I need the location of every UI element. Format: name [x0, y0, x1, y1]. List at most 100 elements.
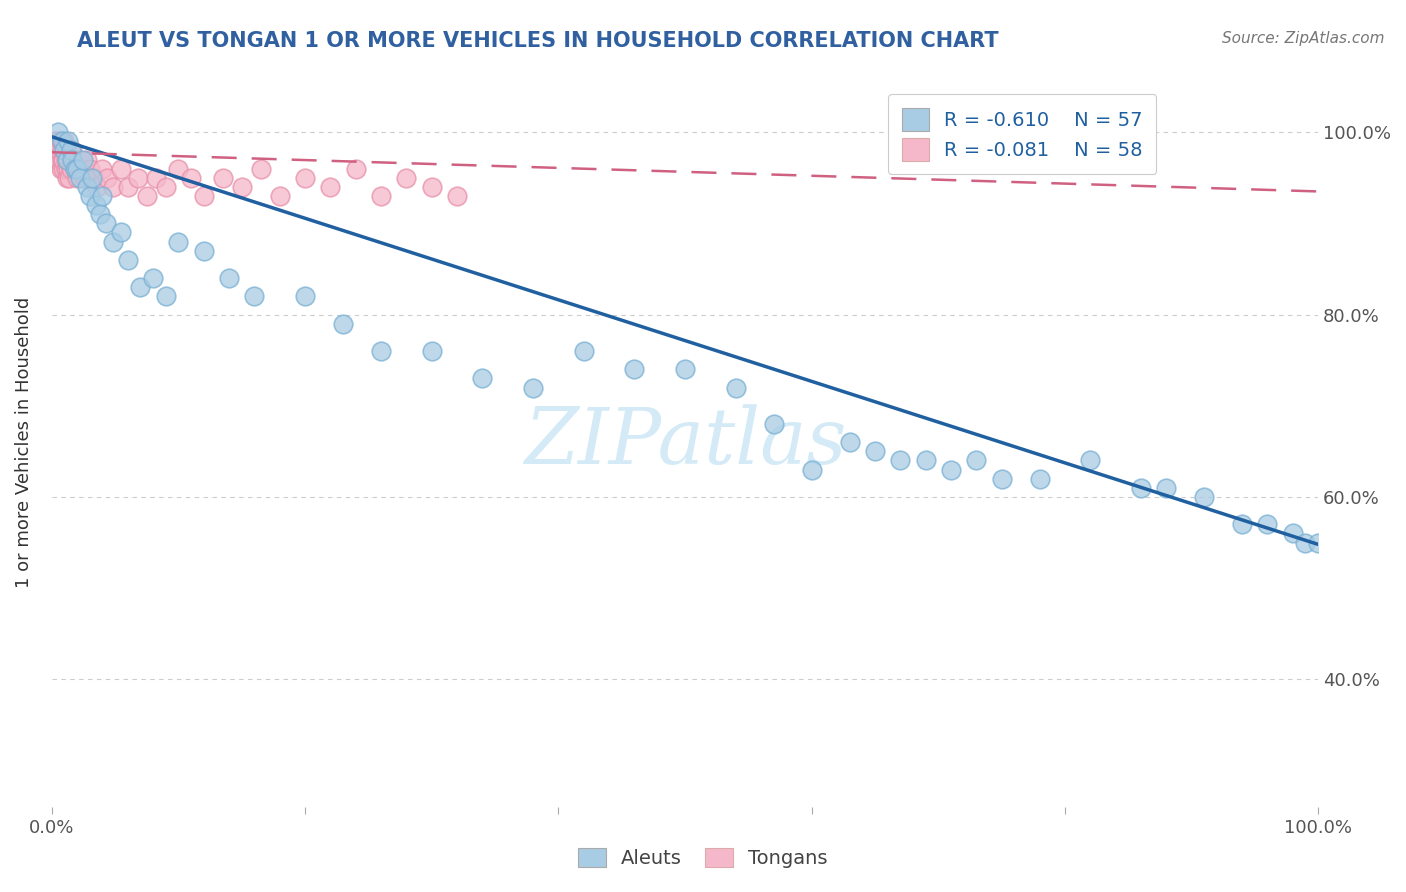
- Text: ALEUT VS TONGAN 1 OR MORE VEHICLES IN HOUSEHOLD CORRELATION CHART: ALEUT VS TONGAN 1 OR MORE VEHICLES IN HO…: [77, 31, 998, 51]
- Point: [58, 161, 80, 176]
- Point: [319, 180, 342, 194]
- Point: [294, 289, 316, 303]
- Point: [420, 344, 443, 359]
- Point: [56, 170, 79, 185]
- Point: [142, 271, 165, 285]
- Point: [193, 189, 215, 203]
- Point: [673, 362, 696, 376]
- Point: [1281, 526, 1303, 541]
- Point: [180, 170, 202, 185]
- Point: [623, 362, 645, 376]
- Point: [48, 144, 70, 158]
- Point: [762, 417, 785, 431]
- Point: [76, 153, 98, 167]
- Point: [60, 153, 83, 167]
- Point: [46, 125, 69, 139]
- Point: [155, 180, 177, 194]
- Point: [800, 462, 823, 476]
- Point: [110, 226, 132, 240]
- Point: [724, 380, 747, 394]
- Point: [76, 180, 98, 194]
- Point: [79, 161, 101, 176]
- Point: [471, 371, 494, 385]
- Point: [60, 144, 83, 158]
- Point: [56, 153, 79, 167]
- Point: [863, 444, 886, 458]
- Point: [211, 170, 233, 185]
- Point: [1154, 481, 1177, 495]
- Point: [82, 170, 104, 185]
- Point: [522, 380, 544, 394]
- Point: [89, 207, 111, 221]
- Point: [55, 153, 77, 167]
- Point: [395, 170, 418, 185]
- Point: [420, 180, 443, 194]
- Point: [96, 170, 118, 185]
- Point: [1192, 490, 1215, 504]
- Point: [332, 317, 354, 331]
- Point: [127, 170, 149, 185]
- Point: [45, 153, 67, 167]
- Point: [58, 134, 80, 148]
- Point: [231, 180, 253, 194]
- Point: [51, 134, 73, 148]
- Point: [46, 134, 69, 148]
- Point: [193, 244, 215, 258]
- Point: [91, 161, 114, 176]
- Point: [990, 472, 1012, 486]
- Point: [52, 153, 75, 167]
- Point: [1308, 535, 1330, 549]
- Point: [66, 161, 89, 176]
- Text: ZIPatlas: ZIPatlas: [524, 404, 846, 481]
- Point: [45, 144, 67, 158]
- Legend: Aleuts, Tongans: Aleuts, Tongans: [568, 838, 838, 878]
- Point: [96, 216, 118, 230]
- Point: [344, 161, 367, 176]
- Point: [1230, 517, 1253, 532]
- Point: [249, 161, 271, 176]
- Point: [110, 161, 132, 176]
- Point: [1256, 517, 1278, 532]
- Point: [572, 344, 595, 359]
- Point: [69, 170, 91, 185]
- Point: [370, 189, 392, 203]
- Point: [48, 153, 70, 167]
- Point: [243, 289, 266, 303]
- Point: [56, 144, 79, 158]
- Point: [63, 161, 86, 176]
- Point: [914, 453, 936, 467]
- Point: [91, 189, 114, 203]
- Point: [62, 153, 84, 167]
- Point: [155, 289, 177, 303]
- Point: [145, 170, 167, 185]
- Point: [1295, 535, 1317, 549]
- Point: [53, 134, 76, 148]
- Point: [46, 144, 69, 158]
- Point: [1028, 472, 1050, 486]
- Point: [167, 235, 190, 249]
- Point: [269, 189, 291, 203]
- Point: [49, 161, 72, 176]
- Point: [53, 144, 76, 158]
- Point: [167, 161, 190, 176]
- Point: [49, 134, 72, 148]
- Point: [69, 153, 91, 167]
- Point: [66, 170, 89, 185]
- Point: [59, 144, 82, 158]
- Point: [63, 161, 86, 176]
- Point: [117, 252, 139, 267]
- Point: [117, 180, 139, 194]
- Legend: R = -0.610    N = 57, R = -0.081    N = 58: R = -0.610 N = 57, R = -0.081 N = 58: [889, 95, 1157, 174]
- Point: [73, 170, 96, 185]
- Point: [70, 161, 93, 176]
- Point: [101, 235, 124, 249]
- Point: [45, 134, 67, 148]
- Point: [84, 198, 107, 212]
- Point: [838, 435, 860, 450]
- Point: [59, 161, 82, 176]
- Point: [52, 161, 75, 176]
- Point: [129, 280, 152, 294]
- Text: Source: ZipAtlas.com: Source: ZipAtlas.com: [1222, 31, 1385, 46]
- Point: [72, 153, 94, 167]
- Point: [44, 134, 66, 148]
